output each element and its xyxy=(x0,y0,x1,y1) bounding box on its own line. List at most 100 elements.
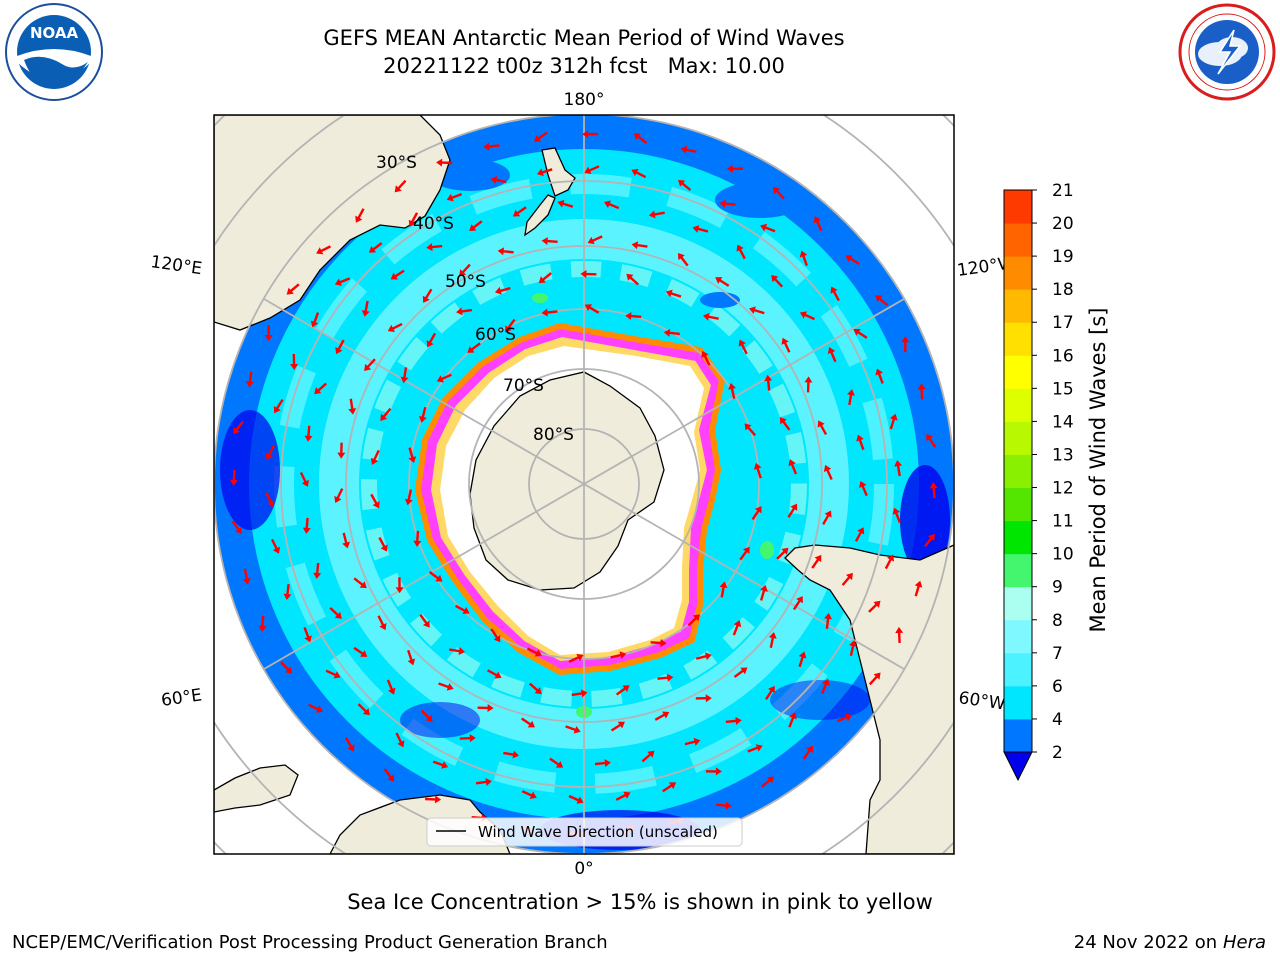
wind-direction-arrow xyxy=(533,131,548,142)
wind-direction-arrow xyxy=(432,760,449,769)
colorbar: 2 4 6 7 8 9 10 11 12 13 14 15 16 17 18 19 20 21 xyxy=(1003,181,1074,782)
lon-label-60e: 60°E xyxy=(160,685,203,710)
wind-direction-arrow xyxy=(594,759,611,768)
colorbar-tick-label: 10 xyxy=(1052,545,1074,565)
madagascar xyxy=(214,764,299,813)
wind-direction-arrow xyxy=(788,459,798,475)
colorbar-tick-label: 13 xyxy=(1052,445,1074,465)
wind-direction-arrow xyxy=(657,673,674,682)
colorbar-segment xyxy=(1004,190,1032,224)
wind-direction-arrow xyxy=(270,538,281,554)
wind-direction-arrow xyxy=(641,750,655,763)
wind-direction-arrow xyxy=(633,133,648,144)
wind-direction-arrow xyxy=(505,318,516,333)
wind-direction-arrow xyxy=(370,449,380,465)
wind-direction-arrow xyxy=(329,607,342,619)
wind-direction-arrow xyxy=(917,383,926,400)
wind-direction-arrow xyxy=(580,270,597,279)
wind-direction-arrow xyxy=(715,801,732,810)
wind-direction-arrow xyxy=(418,406,427,423)
wind-direction-arrow xyxy=(744,423,757,437)
wind-direction-arrow xyxy=(231,520,242,535)
wind-direction-arrow xyxy=(719,199,736,208)
wind-direction-arrow xyxy=(760,223,776,233)
colorbar-segment xyxy=(1004,718,1032,753)
colorbar-label: Mean Period of Wind Waves [s] xyxy=(1086,308,1110,633)
wind-direction-arrow xyxy=(582,130,599,139)
colorbar-segment xyxy=(1004,223,1032,257)
wind-direction-arrow xyxy=(738,339,748,355)
footer-host: Hera xyxy=(1222,932,1266,953)
wind-direction-arrow xyxy=(459,734,476,743)
wind-direction-arrow xyxy=(314,382,327,395)
wind-direction-arrow xyxy=(316,245,331,255)
wind-direction-arrow xyxy=(732,620,742,636)
wind-direction-arrow xyxy=(490,176,507,184)
noaa-logo-text: NOAA xyxy=(30,24,79,42)
lon-label-60w: 60°W xyxy=(957,688,1006,714)
lat-label-40s: 40°S xyxy=(413,214,454,234)
wind-direction-arrow xyxy=(283,584,292,601)
wind-direction-arrow xyxy=(830,286,840,302)
wind-direction-arrow xyxy=(571,689,588,698)
wind-direction-arrow xyxy=(822,510,832,525)
colorbar-segment xyxy=(1004,454,1032,489)
wind-direction-arrow xyxy=(413,530,422,547)
wind-direction-arrow xyxy=(538,272,552,284)
new-zealand-north xyxy=(541,147,576,197)
wind-direction-arrow xyxy=(408,212,419,227)
colorbar-segment xyxy=(1004,520,1032,555)
wind-direction-arrow xyxy=(404,489,413,506)
wind-direction-arrow xyxy=(615,791,631,801)
wind-direction-arrow xyxy=(568,653,584,663)
wind-direction-arrow xyxy=(772,186,785,200)
wind-direction-arrow xyxy=(395,732,405,748)
wind-direction-arrow xyxy=(684,737,701,746)
wind-direction-arrow xyxy=(926,433,937,448)
wind-direction-arrow xyxy=(817,420,828,435)
wind-direction-arrow xyxy=(521,717,535,728)
colorbar-tick-label: 11 xyxy=(1052,512,1074,532)
new-zealand-south xyxy=(524,194,556,237)
wind-direction-arrow xyxy=(804,376,813,393)
wind-direction-arrow xyxy=(503,750,520,759)
colorbar-segment xyxy=(1004,421,1032,455)
colorbar-tick-label: 7 xyxy=(1052,644,1063,664)
colorbar-segment xyxy=(1004,322,1032,356)
colorbar-extend-triangle xyxy=(1003,751,1033,782)
wind-direction-arrow xyxy=(477,703,494,712)
chart-title: GEFS MEAN Antarctic Mean Period of Wind … xyxy=(323,26,845,50)
wind-direction-arrow xyxy=(765,685,775,701)
wind-direction-arrow xyxy=(892,507,902,524)
wind-direction-arrow xyxy=(798,651,807,668)
wind-direction-arrow xyxy=(436,373,452,383)
wind-direction-arrow xyxy=(368,242,383,253)
wind-direction-arrow xyxy=(584,165,600,174)
wind-direction-arrow xyxy=(733,667,748,678)
colorbar-tick-label: 14 xyxy=(1052,412,1074,432)
wind-direction-arrow xyxy=(265,445,275,460)
wind-direction-arrow xyxy=(875,295,889,307)
wind-direction-arrow xyxy=(528,682,542,695)
wind-direction-arrow xyxy=(677,252,689,267)
wind-direction-arrow xyxy=(799,250,808,267)
wind-direction-arrow xyxy=(395,577,404,594)
wind-direction-arrow xyxy=(849,640,857,656)
wind-direction-arrow xyxy=(895,626,904,643)
wind-direction-arrow xyxy=(610,651,627,660)
wind-direction-arrow xyxy=(728,383,736,399)
wind-direction-arrow xyxy=(280,661,293,674)
wind-direction-arrow xyxy=(662,782,677,793)
wind-direction-arrow xyxy=(387,322,403,333)
colorbar-segment xyxy=(1004,289,1032,323)
wind-direction-arrow xyxy=(299,471,309,487)
wind-direction-arrow xyxy=(407,649,416,666)
colorbar-tick-label: 12 xyxy=(1052,479,1074,499)
wind-direction-arrow xyxy=(650,639,667,647)
wind-direction-arrow xyxy=(663,328,680,337)
lat-label-50s: 50°S xyxy=(445,272,486,292)
wind-direction-arrow xyxy=(859,480,868,497)
wind-direction-arrow xyxy=(383,768,395,782)
wind-direction-arrow xyxy=(853,329,868,339)
wind-direction-arrow xyxy=(692,225,709,233)
